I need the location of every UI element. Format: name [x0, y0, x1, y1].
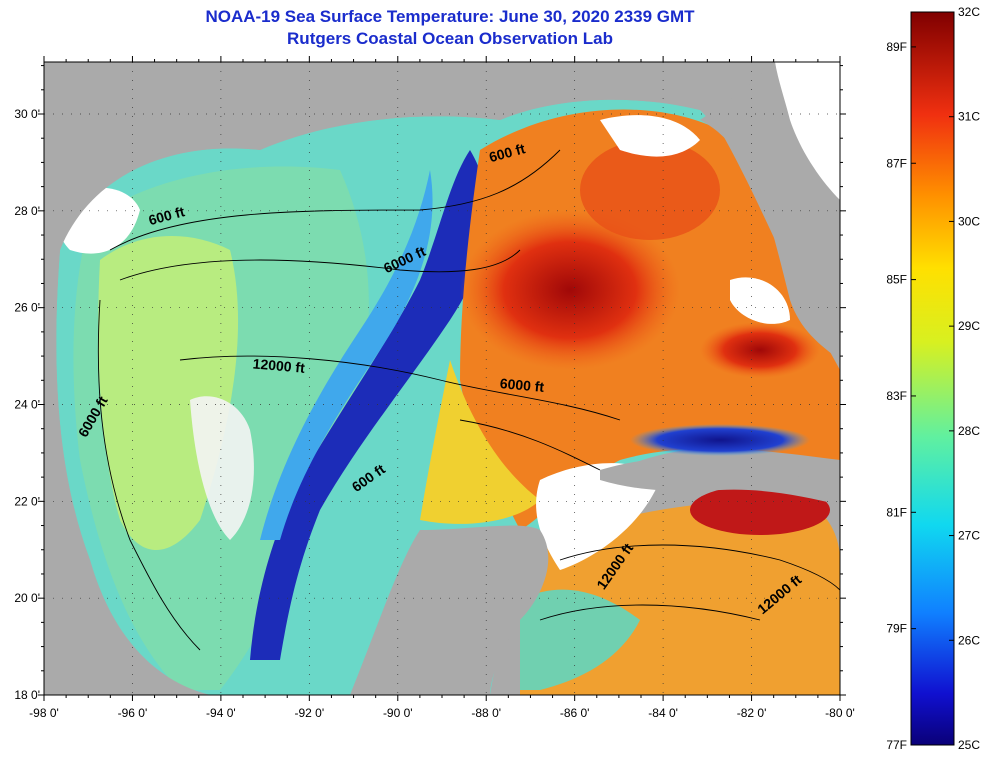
lon-tick-label: -86 0'	[560, 706, 590, 720]
lon-tick-label: -98 0'	[29, 706, 59, 720]
lon-tick-label: -80 0'	[825, 706, 855, 720]
celsius-label: 32C	[958, 5, 980, 19]
lon-tick-label: -88 0'	[471, 706, 501, 720]
lat-tick-label: 22 0'	[14, 494, 40, 508]
lon-tick-label: -94 0'	[206, 706, 236, 720]
us-gulf-coast	[44, 62, 770, 250]
lat-tick-label: 20 0'	[14, 591, 40, 605]
chart-title: NOAA-19 Sea Surface Temperature: June 30…	[205, 7, 695, 26]
fahrenheit-label: 85F	[886, 273, 907, 287]
lon-tick-label: -96 0'	[118, 706, 148, 720]
celsius-label: 25C	[958, 738, 980, 752]
celsius-label: 26C	[958, 633, 980, 647]
fahrenheit-label: 81F	[886, 505, 907, 519]
lon-tick-label: -90 0'	[383, 706, 413, 720]
cuba	[600, 456, 840, 505]
lon-tick-label: -92 0'	[295, 706, 325, 720]
celsius-label: 29C	[958, 319, 980, 333]
fahrenheit-label: 87F	[886, 156, 907, 170]
celsius-label: 27C	[958, 529, 980, 543]
axis-ticks: -98 0' -96 0' -94 0' -92 0' -90 0' -88 0' -86 …	[14, 56, 855, 720]
contour-label: 12000 ft	[252, 355, 306, 376]
mexico-coast	[44, 250, 210, 695]
lat-tick-label: 28 0'	[14, 204, 40, 218]
fahrenheit-label: 77F	[886, 738, 907, 752]
lat-tick-label: 18 0'	[14, 688, 40, 702]
celsius-label: 31C	[958, 110, 980, 124]
yucatan	[350, 525, 549, 695]
colorbar-ticks: 32C 31C 30C 29C 28C 27C 26C 25C 89F 87F 85F 83F 81F 7…	[886, 5, 980, 752]
lat-tick-label: 30 0'	[14, 107, 40, 121]
fahrenheit-label: 79F	[886, 622, 907, 636]
fahrenheit-label: 83F	[886, 389, 907, 403]
colorbar	[910, 11, 955, 746]
celsius-label: 30C	[958, 214, 980, 228]
bathymetry-contours	[97, 149, 840, 651]
celsius-label: 28C	[958, 424, 980, 438]
lon-tick-label: -82 0'	[737, 706, 767, 720]
lon-tick-label: -84 0'	[648, 706, 678, 720]
lat-tick-label: 24 0'	[14, 398, 40, 412]
contour-label: 6000 ft	[499, 375, 545, 395]
chart-subtitle: Rutgers Coastal Ocean Observation Lab	[287, 29, 613, 48]
lat-tick-label: 26 0'	[14, 301, 40, 315]
fahrenheit-label: 89F	[886, 40, 907, 54]
